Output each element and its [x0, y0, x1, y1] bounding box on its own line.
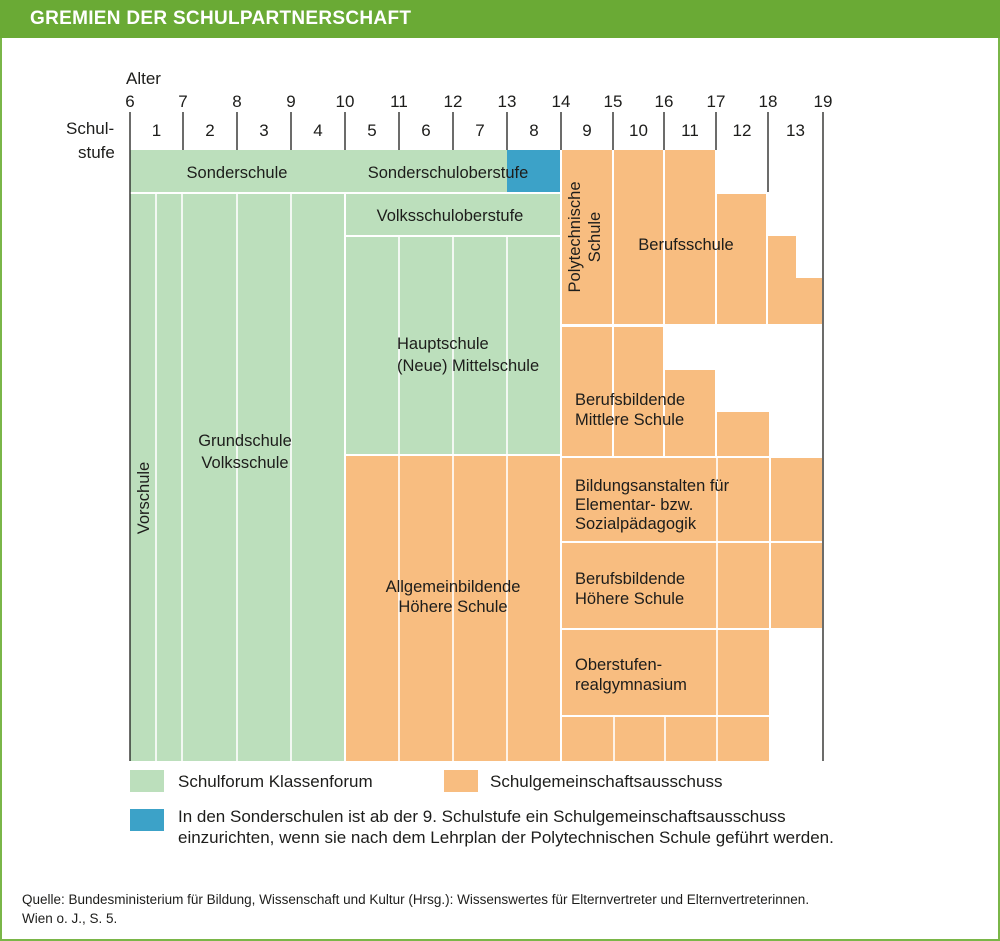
legend-blue-line-1: In den Sonderschulen ist ab der 9. Schul… — [178, 807, 786, 826]
sonderschule-block — [130, 150, 507, 192]
school-labels: Sonderschule Sonderschuloberstufe Volkss… — [135, 164, 734, 694]
source-line-2: Wien o. J., S. 5. — [22, 911, 118, 926]
label-hauptschule-1: Hauptschule — [397, 335, 489, 353]
legend-green-label: Schulforum Klassenforum — [178, 772, 373, 791]
source-note: Quelle: Bundesministerium für Bildung, W… — [22, 890, 809, 928]
label-bafep-1: Bildungsanstalten für — [575, 477, 730, 495]
label-bafep-2: Elementar- bzw. — [575, 496, 693, 514]
bms-cell-9 — [562, 327, 612, 456]
alter-label: Alter — [126, 69, 161, 88]
age-label-6: 6 — [125, 92, 134, 111]
poly-cell — [562, 150, 612, 324]
orgym-block — [562, 630, 769, 715]
label-sonderschuloberstufe: Sonderschuloberstufe — [368, 164, 529, 182]
label-volksschuloberstufe: Volksschuloberstufe — [377, 207, 524, 225]
stufe-label-4: 4 — [313, 121, 322, 140]
bms-cell-12 — [717, 412, 769, 456]
sonderschule-blue-cell — [507, 150, 560, 192]
stufe-label-1: 1 — [152, 121, 161, 140]
label-poly-2: Schule — [586, 212, 604, 262]
cell-separators — [155, 194, 718, 761]
stufe-label-7: 7 — [475, 121, 484, 140]
label-hauptschule-2: (Neue) Mittelschule — [397, 357, 539, 375]
schulstufe-label-2: stufe — [78, 143, 115, 162]
label-sonderschule: Sonderschule — [187, 164, 288, 182]
age-label-9: 9 — [286, 92, 295, 111]
label-bhs-1: Berufsbildende — [575, 570, 685, 588]
age-label-15: 15 — [604, 92, 623, 111]
stufe-label-10: 10 — [629, 121, 648, 140]
bms-cell-10 — [614, 327, 663, 456]
bafep-cell-13 — [771, 458, 822, 541]
label-bhs-2: Höhere Schule — [575, 590, 684, 608]
age-labels: 6 7 8 9 10 11 12 13 14 15 16 17 18 19 — [125, 92, 832, 111]
axis-grid-lines — [129, 112, 824, 761]
bafep-block — [562, 458, 769, 541]
stufe-label-5: 5 — [367, 121, 376, 140]
stufe-label-12: 12 — [733, 121, 752, 140]
age-label-8: 8 — [232, 92, 241, 111]
stufe-label-9: 9 — [582, 121, 591, 140]
age-label-16: 16 — [655, 92, 674, 111]
age-label-11: 11 — [390, 92, 408, 111]
berufsschule-cell-11 — [665, 150, 715, 324]
legend-orange-label: Schulgemeinschaftsausschuss — [490, 772, 723, 791]
age-label-7: 7 — [178, 92, 187, 111]
berufsschule-cell-13b — [768, 278, 822, 324]
source-line-1: Quelle: Bundesministerium für Bildung, W… — [22, 892, 810, 907]
stufe-label-3: 3 — [259, 121, 268, 140]
page-title: GREMIEN DER SCHULPARTNERSCHAFT — [30, 8, 412, 29]
label-bafep-3: Sozialpädagogik — [575, 515, 697, 533]
legend-orange-swatch — [444, 770, 478, 792]
age-label-12: 12 — [444, 92, 463, 111]
berufsschule-cell-12 — [717, 194, 766, 324]
stufe-label-6: 6 — [421, 121, 430, 140]
age-label-17: 17 — [707, 92, 726, 111]
label-grundschule-2: Volksschule — [201, 454, 288, 472]
label-bms-2: Mittlere Schule — [575, 411, 684, 429]
stufe-label-8: 8 — [529, 121, 538, 140]
label-ahs-1: Allgemeinbildende — [386, 578, 521, 596]
bhs-cell-13 — [771, 543, 822, 628]
bhs-block — [562, 543, 769, 628]
volksschuloberstufe-block — [346, 194, 560, 235]
stufe-labels: 1 2 3 4 5 6 7 8 9 10 11 12 13 — [152, 121, 805, 140]
stufe-label-13: 13 — [786, 121, 805, 140]
age-label-13: 13 — [498, 92, 517, 111]
age-label-10: 10 — [336, 92, 355, 111]
age-label-14: 14 — [552, 92, 571, 111]
legend-blue-text: In den Sonderschulen ist ab der 9. Schul… — [178, 806, 834, 848]
age-label-18: 18 — [759, 92, 778, 111]
age-label-19: 19 — [814, 92, 833, 111]
berufsschule-cell-10 — [614, 150, 663, 324]
label-ahs-2: Höhere Schule — [398, 598, 507, 616]
label-orgym-1: Oberstufen- — [575, 656, 662, 674]
label-grundschule-1: Grundschule — [198, 432, 292, 450]
label-vorschule: Vorschule — [135, 462, 153, 534]
legend-blue-line-2: einzurichten, wenn sie nach dem Lehrplan… — [178, 828, 834, 847]
legend-green-swatch — [130, 770, 164, 792]
stufe-label-11: 11 — [681, 121, 699, 140]
bms-cell-11 — [665, 370, 715, 456]
label-orgym-2: realgymnasium — [575, 676, 687, 694]
label-berufsschule: Berufsschule — [638, 236, 733, 254]
label-bms-1: Berufsbildende — [575, 391, 685, 409]
berufsschule-cell-13a — [768, 236, 796, 278]
schulstufe-label-1: Schul- — [66, 119, 114, 138]
legend-blue-swatch — [130, 809, 164, 831]
header-bar: GREMIEN DER SCHULPARTNERSCHAFT — [0, 0, 1000, 38]
label-poly-1: Polytechnische — [566, 182, 584, 293]
stufe-label-2: 2 — [205, 121, 214, 140]
